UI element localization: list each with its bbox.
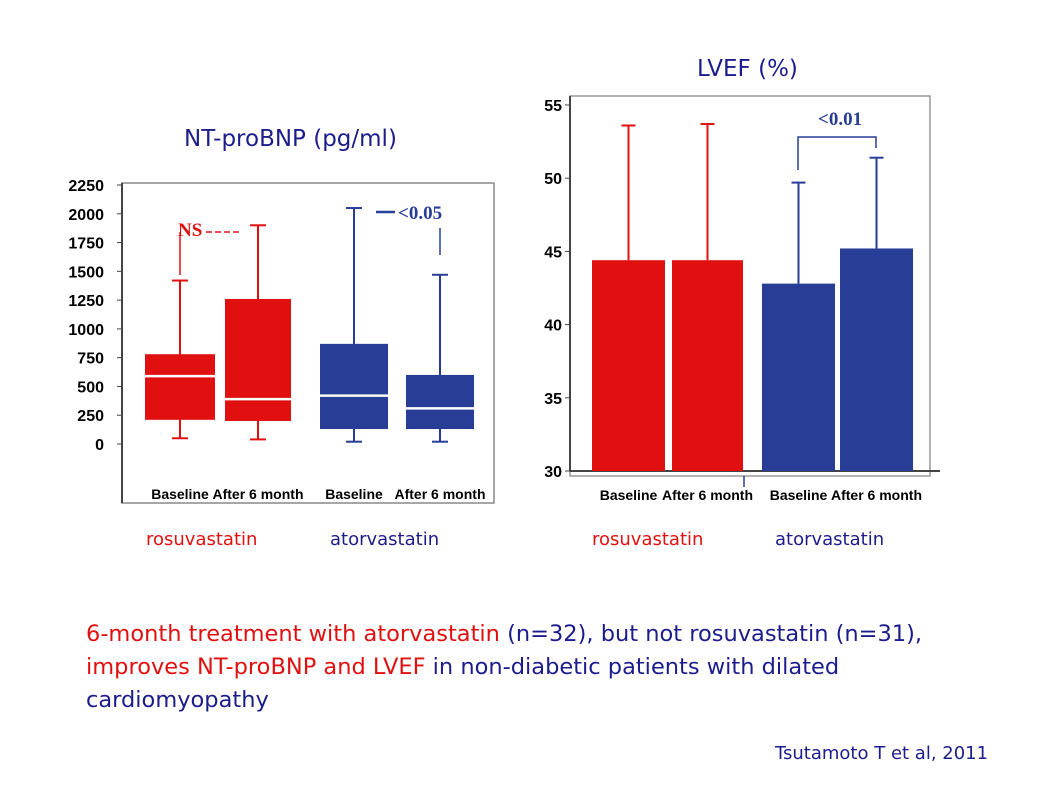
left-box — [406, 374, 474, 430]
right-y-tick-label: 40 — [544, 318, 562, 335]
right-y-tick-label: 30 — [544, 464, 562, 481]
left-y-tick-label: 250 — [77, 408, 104, 425]
right-x-category-label: Baseline — [770, 487, 828, 503]
right-y-tick-label: 35 — [544, 391, 562, 408]
left-y-tick-label: 1250 — [68, 293, 104, 310]
left-x-category-label: Baseline — [151, 486, 209, 502]
caption-atorvastatin: atorvastatin — [363, 621, 500, 647]
right-bar — [592, 260, 665, 471]
right-y-tick-label: 45 — [544, 244, 562, 261]
left-box — [145, 354, 215, 420]
left-y-tick-label: 2250 — [68, 178, 104, 195]
caption-improves: improves NT-proBNP and LVEF — [86, 654, 426, 680]
left-box — [320, 343, 388, 430]
left-box — [225, 298, 291, 421]
left-p-annotation: <0.05 — [398, 203, 442, 224]
left-y-tick-label: 0 — [95, 437, 104, 454]
caption-part-1: 6-month treatment with — [86, 621, 364, 647]
left-x-category-label: After 6 month — [213, 486, 304, 502]
summary-caption: 6-month treatment with atorvastatin (n=3… — [86, 618, 996, 717]
right-x-category-label: Baseline — [600, 487, 658, 503]
right-y-tick-label: 55 — [544, 98, 562, 115]
left-ns-annotation: NS — [178, 220, 202, 241]
right-x-category-label: After 6 month — [831, 487, 922, 503]
right-chart-title: LVEF (%) — [697, 56, 798, 82]
right-p-annotation: <0.01 — [818, 109, 862, 130]
left-group-label-atorvastatin: atorvastatin — [330, 529, 440, 550]
left-y-tick-label: 750 — [77, 351, 104, 368]
right-y-tick-label: 50 — [544, 171, 562, 188]
right-bar — [762, 283, 835, 471]
left-y-tick-label: 1000 — [68, 322, 104, 339]
left-y-tick-label: 1500 — [68, 264, 104, 281]
left-y-tick-label: 2000 — [68, 207, 104, 224]
right-bar — [672, 260, 743, 471]
left-x-category-label: After 6 month — [395, 486, 486, 502]
citation: Tsutamoto T et al, 2011 — [775, 743, 989, 764]
left-x-category-label: Baseline — [325, 486, 383, 502]
left-group-label-rosuvastatin: rosuvastatin — [146, 529, 258, 550]
right-group-label-atorvastatin: atorvastatin — [775, 529, 885, 550]
caption-part-3: (n=32), but not rosuvastatin (n=31), — [499, 621, 923, 647]
left-y-tick-label: 500 — [77, 379, 104, 396]
right-p-bracket — [797, 136, 877, 170]
left-y-tick-label: 1750 — [68, 236, 104, 253]
right-group-label-rosuvastatin: rosuvastatin — [592, 529, 704, 550]
left-chart-title: NT-proBNP (pg/ml) — [184, 126, 397, 152]
right-x-category-label: After 6 month — [662, 487, 753, 503]
right-bar — [840, 248, 913, 471]
caption-part-5: in non-diabetic patients with dilated ca… — [86, 654, 840, 713]
